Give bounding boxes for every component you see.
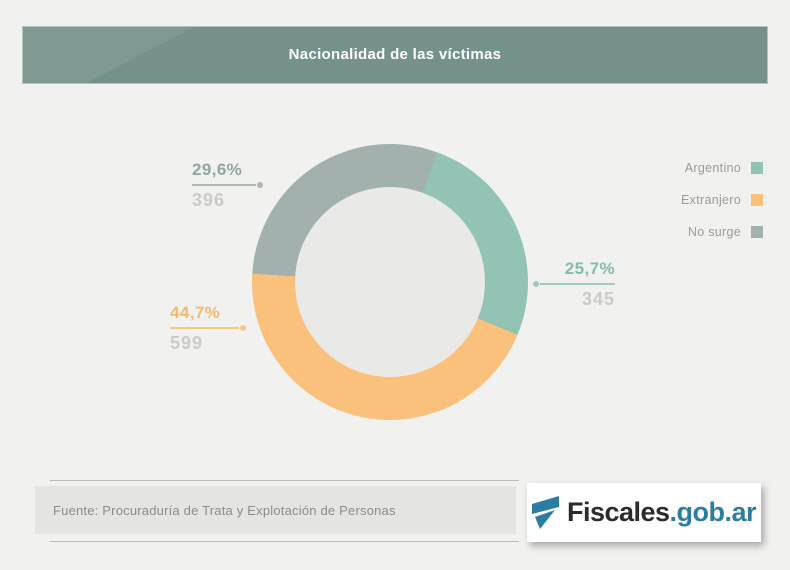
callout-no-surge-value: 396	[192, 190, 226, 210]
fiscales-logo: Fiscales.gob.ar	[527, 483, 761, 542]
legend-item-extranjero: Extranjero	[681, 193, 763, 207]
source-box: Fuente: Procuraduría de Trata y Explotac…	[35, 486, 516, 534]
callout-extranjero-leader-line	[170, 325, 246, 331]
legend-swatch-extranjero	[751, 194, 763, 206]
chart-legend: Argentino Extranjero No surge	[681, 161, 763, 258]
flag-icon	[531, 496, 559, 529]
legend-item-no-surge: No surge	[681, 225, 763, 239]
legend-swatch-no-surge	[751, 226, 763, 238]
header-band: Nacionalidad de las víctimas	[22, 26, 768, 84]
source-text: Fuente: Procuraduría de Trata y Explotac…	[53, 502, 396, 518]
logo-brand: Fiscales	[566, 497, 670, 527]
logo-domain: .gob.ar	[669, 497, 757, 527]
callout-extranjero-percent: 44,7%	[170, 303, 221, 322]
callout-argentino-percent: 25,7%	[564, 259, 615, 278]
logo-text: Fiscales.gob.ar	[566, 497, 757, 528]
callout-argentino: 25,7% 345	[533, 259, 615, 310]
leader-dot	[533, 281, 539, 287]
leader-dot	[257, 182, 263, 188]
legend-label: Extranjero	[681, 193, 741, 207]
leader-dot	[240, 325, 246, 331]
donut-chart	[252, 144, 528, 420]
callout-argentino-value: 345	[581, 289, 615, 309]
divider-line-bottom	[50, 541, 519, 542]
legend-label: Argentino	[684, 161, 741, 175]
callout-no-surge-percent: 29,6%	[192, 160, 243, 179]
legend-label: No surge	[687, 225, 741, 239]
divider-line-top	[50, 480, 519, 481]
callout-argentino-leader-line	[533, 281, 615, 287]
callout-extranjero-value: 599	[170, 333, 204, 353]
callout-extranjero: 44,7% 599	[170, 303, 246, 354]
donut-hole	[295, 187, 485, 377]
callout-no-surge: 29,6% 396	[192, 160, 263, 211]
legend-item-argentino: Argentino	[681, 161, 763, 175]
legend-swatch-argentino	[751, 162, 763, 174]
callout-no-surge-leader-line	[192, 182, 263, 188]
page-title: Nacionalidad de las víctimas	[288, 46, 502, 63]
